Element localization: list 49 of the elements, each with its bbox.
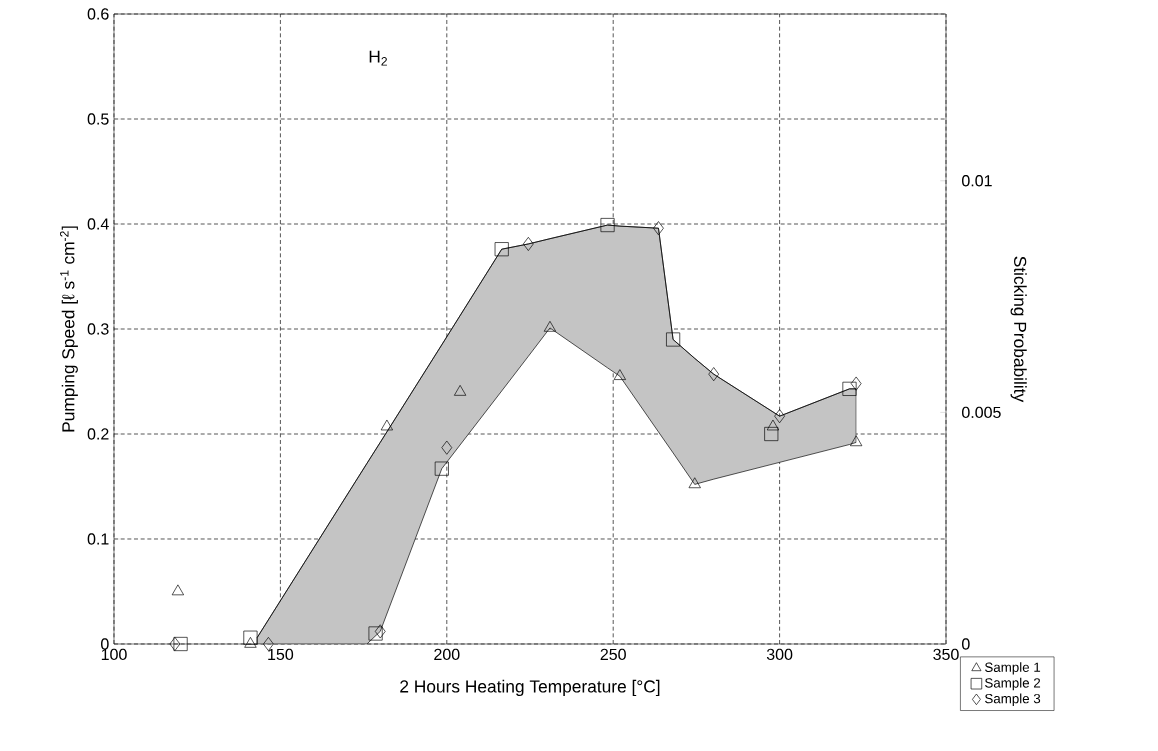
point bbox=[774, 409, 785, 424]
legend-label: Sample 3 bbox=[985, 693, 1041, 706]
legend-label: Sample 1 bbox=[985, 662, 1041, 675]
point bbox=[173, 636, 188, 652]
y2-tick-label: 0.01 bbox=[962, 175, 992, 187]
x-axis-title: 2 Hours Heating Temperature [°C] bbox=[400, 679, 660, 697]
point bbox=[613, 369, 626, 380]
y2-tick-label: 0.005 bbox=[962, 406, 1001, 419]
point bbox=[523, 236, 534, 251]
point bbox=[368, 626, 383, 641]
point bbox=[600, 218, 615, 233]
x-tick-label: 250 bbox=[600, 648, 626, 661]
y-tick-label: 0.5 bbox=[87, 113, 109, 125]
legend-label: Sample 2 bbox=[985, 677, 1041, 691]
x-tick-label: 350 bbox=[933, 648, 959, 661]
x-tick-label: 200 bbox=[434, 648, 460, 661]
point bbox=[850, 376, 862, 391]
y-tick-label: 0.2 bbox=[87, 428, 109, 440]
point bbox=[380, 419, 394, 431]
point bbox=[850, 435, 863, 447]
y-tick-label: 0.4 bbox=[87, 218, 109, 230]
point bbox=[434, 461, 449, 476]
point bbox=[171, 584, 185, 596]
point bbox=[543, 320, 557, 332]
point bbox=[454, 384, 467, 396]
y-axis-title: Pumping Speed [ℓ s$^{-1}$ cm$^{-2}$] bbox=[60, 226, 78, 432]
point bbox=[441, 440, 453, 455]
y-tick-label: 0.6 bbox=[87, 8, 109, 20]
point bbox=[842, 381, 857, 396]
x-tick-label: 150 bbox=[268, 648, 294, 661]
y-tick-label: 0.3 bbox=[87, 323, 109, 335]
point bbox=[243, 630, 258, 645]
point bbox=[708, 367, 720, 382]
y2-tick-label: 0 bbox=[962, 638, 970, 650]
point bbox=[766, 419, 780, 431]
point bbox=[688, 477, 701, 489]
point bbox=[374, 624, 386, 639]
annotation: H$_{2}$ bbox=[369, 50, 387, 66]
point bbox=[666, 332, 681, 347]
x-tick-label: 300 bbox=[766, 648, 793, 661]
point bbox=[764, 426, 779, 442]
point bbox=[494, 242, 509, 257]
x-tick-label: 100 bbox=[101, 648, 127, 661]
point bbox=[169, 636, 181, 652]
point bbox=[244, 636, 257, 648]
y2-axis-title: Sticking Probability bbox=[1010, 256, 1027, 403]
y-tick-label: 0 bbox=[101, 638, 109, 650]
point bbox=[653, 221, 664, 236]
y-tick-label: 0.1 bbox=[87, 533, 109, 545]
